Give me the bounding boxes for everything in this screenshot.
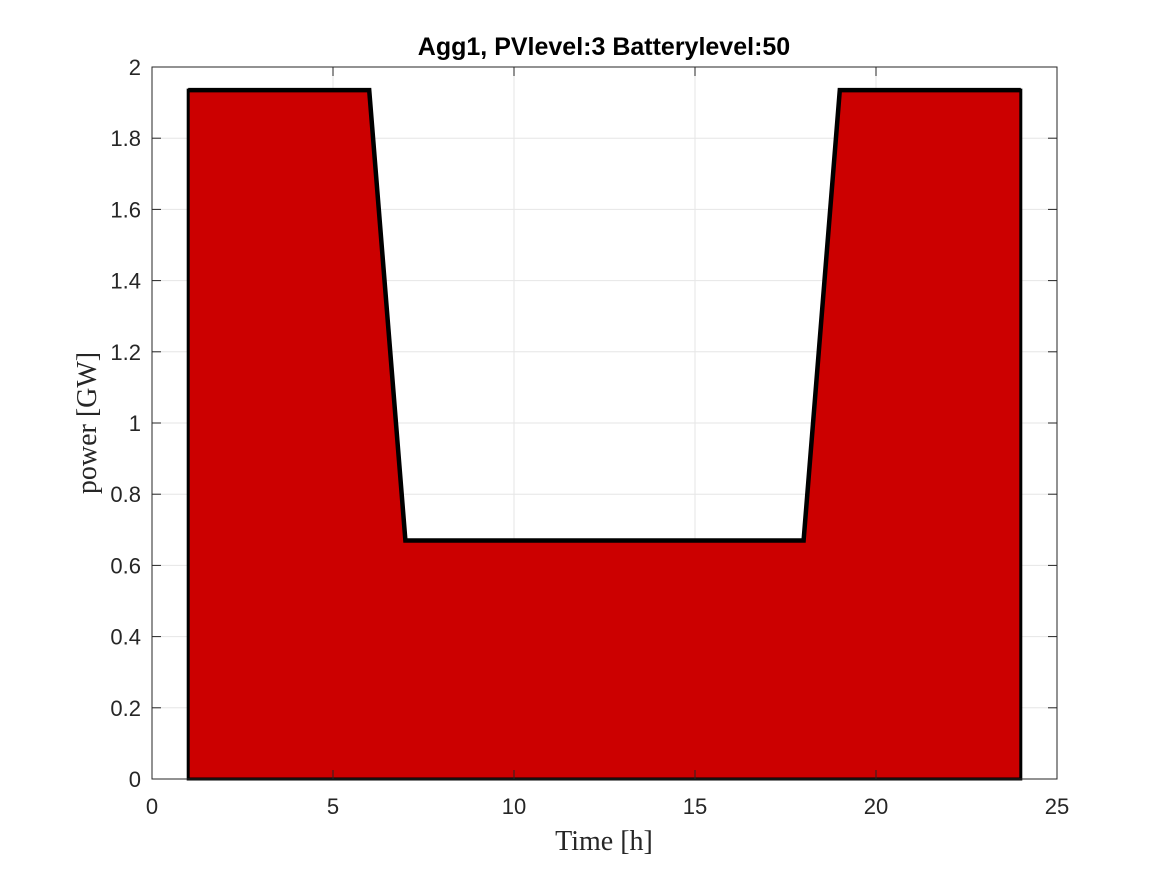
y-axis-label: power [GW] xyxy=(72,352,103,494)
y-tick-label: 2 xyxy=(129,55,141,80)
y-tick-label: 1.8 xyxy=(110,126,141,151)
y-tick-label: 1.4 xyxy=(110,269,141,294)
series-line xyxy=(188,87,1021,543)
y-tick-label: 0.4 xyxy=(110,625,141,650)
y-tick-label: 1.2 xyxy=(110,340,141,365)
y-tick-label: 0.8 xyxy=(110,482,141,507)
x-tick-label: 20 xyxy=(864,794,888,819)
x-tick-label: 0 xyxy=(146,794,158,819)
y-tick-label: 0.6 xyxy=(110,553,141,578)
x-tick-label: 15 xyxy=(683,794,707,819)
y-tick-label: 0.2 xyxy=(110,696,141,721)
y-tick-label: 1 xyxy=(129,411,141,436)
x-tick-label: 10 xyxy=(502,794,526,819)
x-axis-label: Time [h] xyxy=(555,826,653,857)
chart-title: Agg1, PVlevel:3 Batterylevel:50 xyxy=(418,33,790,61)
y-tick-label: 1.6 xyxy=(110,197,141,222)
y-tick-label: 0 xyxy=(129,767,141,792)
series-layer xyxy=(186,87,1023,781)
tick-marks xyxy=(151,66,1058,780)
x-tick-label: 25 xyxy=(1045,794,1069,819)
x-tick-label: 5 xyxy=(327,794,339,819)
x-tick-labels: 0 5 10 15 20 25 xyxy=(146,794,1069,819)
y-tick-labels: 0 0.2 0.4 0.6 0.8 1 1.2 1.4 1.6 1.8 2 xyxy=(110,55,141,792)
